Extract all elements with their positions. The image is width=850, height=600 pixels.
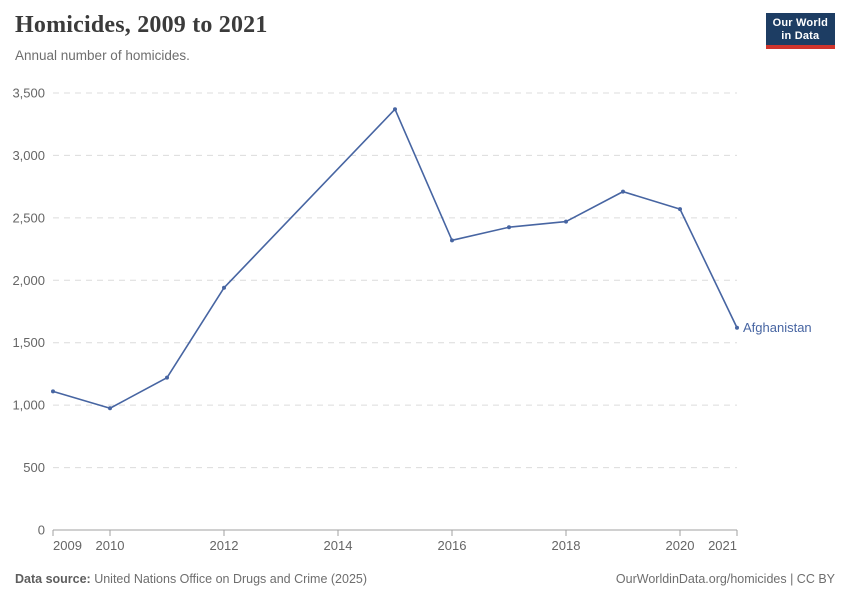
data-point-2019[interactable] (621, 189, 625, 194)
x-axis-tick-label: 2021 (708, 538, 737, 553)
data-point-2018[interactable] (564, 219, 568, 224)
data-point-2016[interactable] (450, 238, 454, 243)
data-point-2011[interactable] (165, 375, 169, 380)
x-axis-tick-label: 2020 (666, 538, 695, 553)
series-line-afghanistan[interactable] (52, 108, 738, 410)
series-label-afghanistan[interactable]: Afghanistan (743, 320, 812, 335)
data-source-text: United Nations Office on Drugs and Crime… (90, 572, 368, 586)
y-axis-tick-label: 3,500 (12, 86, 45, 101)
chart-title: Homicides, 2009 to 2021 (15, 12, 268, 38)
x-axis-tick-label: 2016 (438, 538, 467, 553)
data-source-label: Data source: (15, 572, 91, 586)
chart-subtitle: Annual number of homicides. (15, 47, 190, 63)
y-axis-tick-label: 500 (23, 460, 45, 475)
x-axis-tick-label: 2018 (552, 538, 581, 553)
x-axis-tick-label: 2012 (210, 538, 239, 553)
data-point-2015[interactable] (393, 107, 397, 112)
chart-header: Homicides, 2009 to 2021 Annual number of… (15, 12, 740, 64)
x-axis-tick-label: 2010 (96, 538, 125, 553)
data-point-2012[interactable] (222, 285, 226, 290)
data-point-2010[interactable] (108, 406, 112, 411)
x-axis-tick-label: 2014 (324, 538, 353, 553)
owid-logo-line1: Our World (772, 17, 828, 29)
data-point-2020[interactable] (678, 207, 682, 212)
data-point-2017[interactable] (507, 225, 511, 230)
y-axis-tick-label: 1,000 (12, 398, 45, 413)
y-axis-tick-label: 3,000 (12, 148, 45, 163)
x-axis-tick-label: 2009 (53, 538, 82, 553)
y-axis-tick-label: 2,000 (12, 273, 45, 288)
attribution-link[interactable]: OurWorldinData.org/homicides | CC BY (615, 572, 835, 586)
data-point-2021[interactable] (735, 325, 739, 330)
owid-logo-line2: in Data (781, 30, 820, 42)
data-source: Data source: United Nations Office on Dr… (15, 572, 367, 586)
y-axis-tick-label: 2,500 (12, 210, 45, 225)
y-axis-tick-label: 1,500 (12, 335, 45, 350)
data-point-2009[interactable] (51, 389, 55, 394)
y-axis-tick-label: 0 (38, 523, 45, 538)
owid-logo[interactable]: Our World in Data (765, 13, 835, 49)
